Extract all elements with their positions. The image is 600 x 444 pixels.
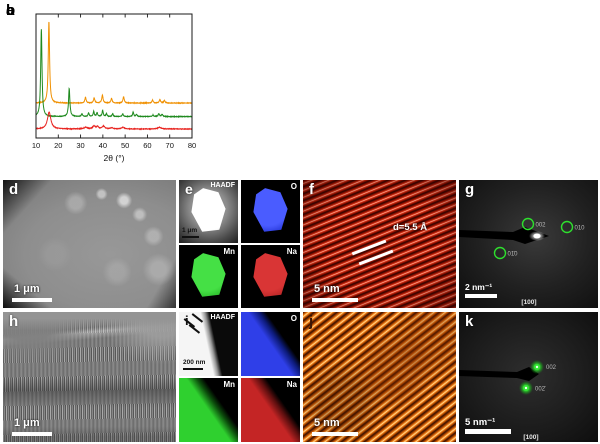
x-tick-label: 30 (76, 141, 84, 150)
haadf-tag: HAADF (210, 182, 236, 189)
panel-label-g: g (465, 181, 475, 198)
spot-label: 010 (575, 226, 586, 232)
scale-bar-label: 1 μm (182, 227, 198, 234)
scale-bar (465, 429, 511, 434)
beam-stop (459, 367, 539, 381)
spot-circle-002 (521, 217, 535, 231)
panel-f-hrtem-image: f d=5.5 Å 5 nm (303, 180, 456, 308)
manganese-map-cell: Mn (179, 245, 238, 308)
spot-core (524, 386, 528, 390)
scale-bar-label: 2 nm⁻¹ (465, 282, 492, 292)
x-tick-label: 10 (32, 141, 40, 150)
panel-label-k: k (465, 313, 474, 330)
x-tick-label: 60 (143, 141, 151, 150)
saed-pattern: 002 002̄ 5 nm⁻¹ [100] (459, 312, 598, 442)
scale-bar (182, 236, 199, 238)
zone-axis-label: [100] (521, 299, 536, 306)
o-tag: O (290, 314, 297, 323)
nmr-plot (0, 0, 200, 178)
panel-d-sem-image: d 1 μm (3, 180, 176, 308)
panel-g-saed-pattern: 002 010 01̄0 2 nm⁻¹ [100] g (459, 180, 598, 308)
scale-bar-label: 5 nm (314, 283, 340, 295)
haadf-map-cell: i HAADF 200 nm (179, 312, 238, 376)
sem-nanowire-array-image (3, 312, 176, 442)
oxygen-map-cell: O (241, 180, 300, 243)
scale-bar (183, 368, 203, 370)
scale-bar-label: 200 nm (183, 359, 206, 366)
panel-label-d: d (9, 181, 19, 198)
panel-h-sem-image: h 1 μm (3, 312, 176, 442)
spot-label: 002 (546, 365, 557, 371)
panel-label-h: h (9, 313, 19, 330)
particle-blob (253, 188, 288, 232)
x-tick-label: 40 (99, 141, 107, 150)
na-tag: Na (286, 247, 297, 256)
panel-e-eds-maps: e HAADF 1 μm O Mn Na (179, 180, 300, 308)
na-tag: Na (286, 380, 297, 389)
panel-label-b: b (6, 2, 16, 19)
panel-j-hrtem-image: j 5 nm (303, 312, 456, 442)
sem-particle-image (3, 180, 176, 308)
panel-c-nmr-chart: c (0, 0, 200, 178)
scale-bar (12, 432, 52, 436)
haadf-map-cell: e HAADF 1 μm (179, 180, 238, 243)
spot-circle-010 (560, 220, 574, 234)
defect-streak (191, 313, 204, 323)
scale-bar (12, 298, 52, 302)
x-axis-label: 2θ (°) (104, 153, 125, 163)
scale-bar-label: 5 nm⁻¹ (465, 417, 495, 428)
spot-label: 002 (536, 223, 547, 229)
oxygen-map-cell: O (241, 312, 300, 376)
x-tick-label: 70 (166, 141, 174, 150)
panel-label-c: c (6, 2, 15, 19)
manganese-map-cell: Mn (179, 378, 238, 442)
particle-blob (191, 253, 226, 297)
panel-label-f: f (309, 181, 314, 198)
panel-label-e: e (185, 181, 193, 197)
series-curve (36, 111, 192, 131)
particle-blob (253, 253, 288, 297)
panel-k-saed-pattern: 002 002̄ 5 nm⁻¹ [100] k (459, 312, 598, 442)
mn-tag: Mn (223, 247, 235, 256)
xrd-plot: 10 20 30 40 50 60 70 80 2θ (°) (32, 13, 196, 163)
zone-axis-label: [100] (523, 434, 538, 441)
saed-background (459, 180, 598, 308)
scale-bar-label: 5 nm (314, 417, 340, 429)
o-tag: O (290, 182, 297, 191)
panel-b-ftir-chart: b (0, 0, 200, 178)
panel-i-eds-maps: i HAADF 200 nm O Mn Na (179, 312, 300, 442)
haadf-tag: HAADF (210, 314, 236, 321)
panel-label-a: a (6, 2, 15, 19)
mn-tag: Mn (223, 380, 235, 389)
scale-bar (312, 298, 358, 302)
x-tick-label: 50 (121, 141, 129, 150)
panel-a-xrd-chart: a 10 20 30 40 50 60 70 80 2θ (°) (0, 0, 200, 178)
lattice-fringes-image (303, 312, 456, 442)
scale-bar (465, 294, 497, 298)
scale-bar (312, 432, 358, 436)
spot-circle-0-10 (493, 246, 507, 260)
spot-core (535, 365, 539, 369)
beam-stop (459, 227, 549, 244)
scale-bar-label: 1 μm (14, 283, 40, 295)
d-spacing-label: d=5.5 Å (393, 222, 428, 233)
panel-label-j: j (309, 313, 314, 330)
spot-label: 01̄0 (508, 252, 519, 258)
scale-bar-label: 1 μm (14, 417, 40, 429)
sodium-map-cell: Na (241, 378, 300, 442)
lattice-fringes-image (303, 180, 456, 308)
panel-label-i: i (185, 313, 189, 328)
series-curve (36, 21, 192, 105)
sodium-map-cell: Na (241, 245, 300, 308)
series-curve (36, 29, 192, 119)
x-tick-label: 80 (188, 141, 196, 150)
saed-pattern: 002 010 01̄0 2 nm⁻¹ [100] (459, 180, 598, 308)
central-beam-spot (533, 233, 541, 239)
spot-label: 002̄ (535, 387, 546, 393)
x-tick-label: 20 (54, 141, 62, 150)
